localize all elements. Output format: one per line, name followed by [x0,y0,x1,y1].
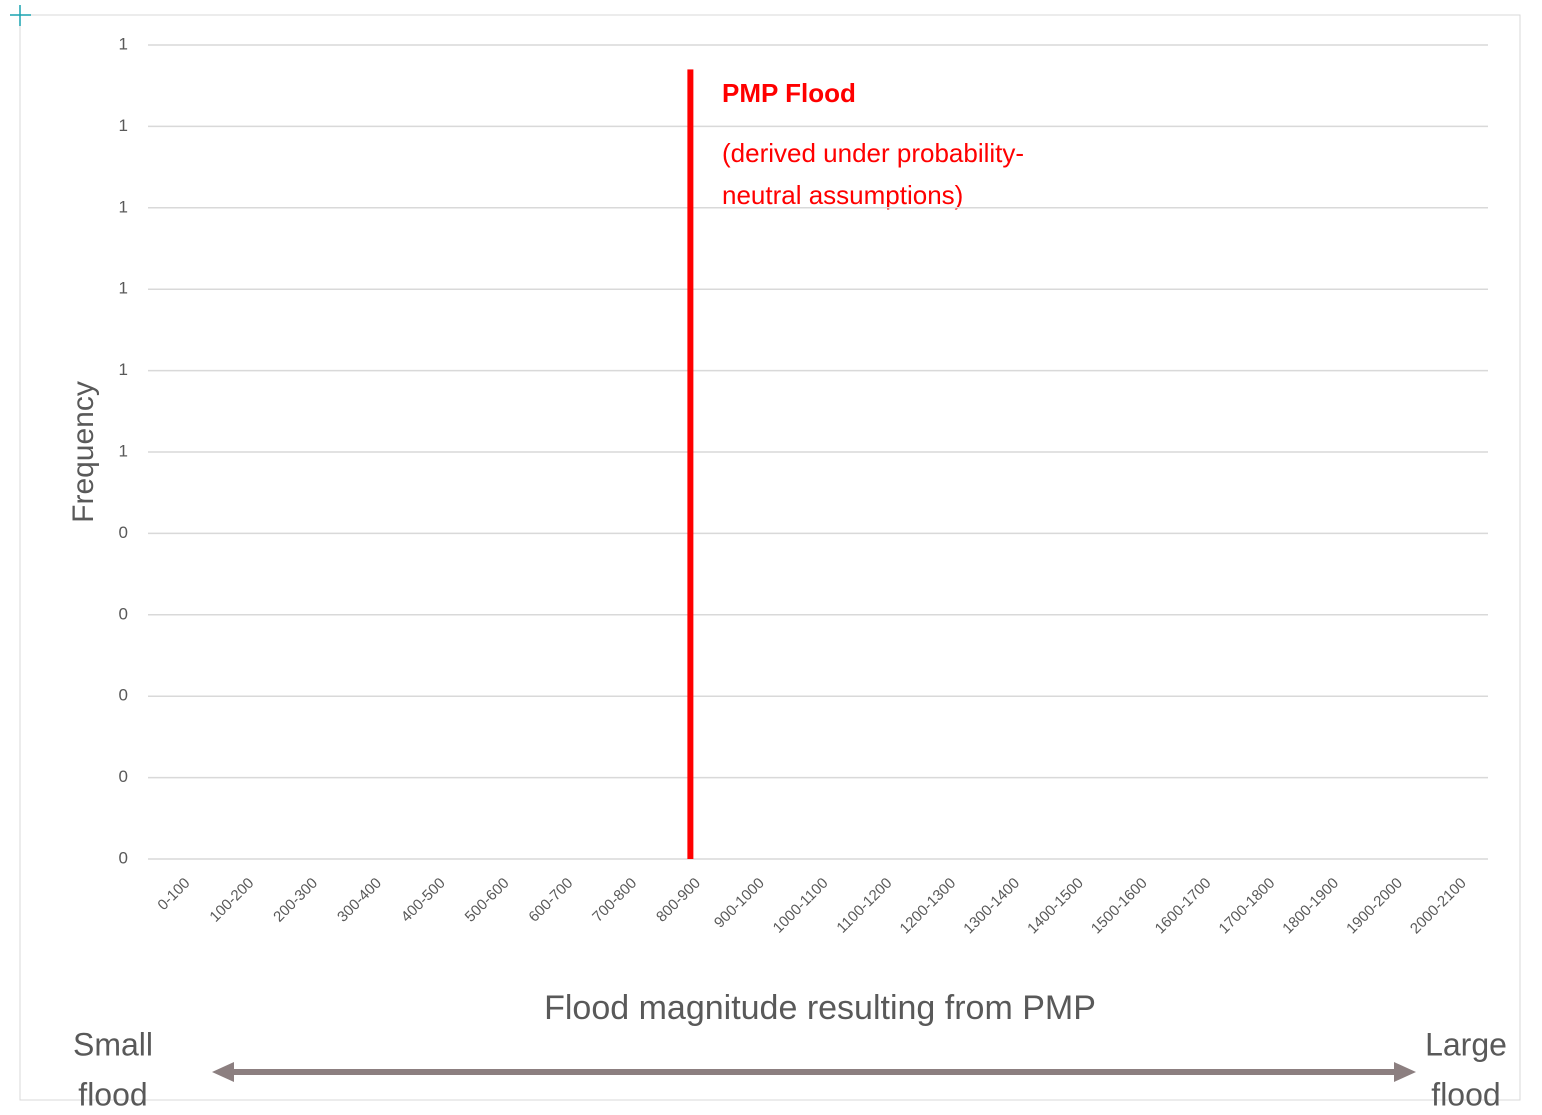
x-tick-label: 1900-2000 [1343,875,1406,938]
y-tick-label: 0 [119,604,128,623]
x-tick-label: 600-700 [525,875,576,926]
y-tick-label: 0 [119,523,128,542]
y-tick-label: 1 [119,441,128,460]
x-tick-label: 1500-1600 [1088,875,1151,938]
x-tick-label: 1300-1400 [960,875,1023,938]
x-axis-title: Flood magnitude resulting from PMP [544,989,1096,1027]
x-tick-label: 700-800 [589,875,640,926]
x-tick-label: 300-400 [334,875,385,926]
annotation-title: PMP Flood [722,78,856,108]
y-axis-title: Frequency [67,381,100,523]
small-label: flood [78,1076,147,1112]
y-tick-label: 1 [119,116,128,135]
x-tick-label: 1100-1200 [833,875,895,937]
x-tick-label: 1800-1900 [1279,875,1342,938]
x-tick-label: 500-600 [462,875,513,926]
x-tick-label: 900-1000 [711,875,768,932]
y-tick-label: 0 [119,767,128,786]
y-tick-label: 0 [119,848,128,867]
x-tick-label: 1700-1800 [1216,875,1279,938]
x-tick-label: 2000-2100 [1407,875,1470,938]
annotation-text: (derived under probability- [722,138,1024,168]
corner-handle [10,5,31,26]
y-tick-label: 1 [119,279,128,298]
x-tick-label: 400-500 [398,875,449,926]
x-tick-label: 1600-1700 [1152,875,1215,938]
x-tick-label: 1200-1300 [897,875,960,938]
x-tick-label: 100-200 [206,875,257,926]
bar [687,69,694,860]
large-label: flood [1431,1076,1500,1112]
small-label: Small [73,1026,153,1062]
y-tick-label: 0 [119,686,128,705]
annotation-text: neutral assumptions) [722,180,963,210]
chart-border [19,14,1521,1101]
x-tick-label: 1400-1500 [1024,875,1087,938]
x-tick-label: 0-100 [154,875,193,914]
x-tick-label: 800-900 [653,875,704,926]
y-tick-label: 1 [119,197,128,216]
y-tick-label: 1 [119,360,128,379]
x-tick-label: 1000-1100 [770,875,832,937]
large-label: Large [1425,1026,1507,1062]
x-tick-label: 200-300 [270,875,321,926]
y-tick-label: 1 [119,34,128,53]
